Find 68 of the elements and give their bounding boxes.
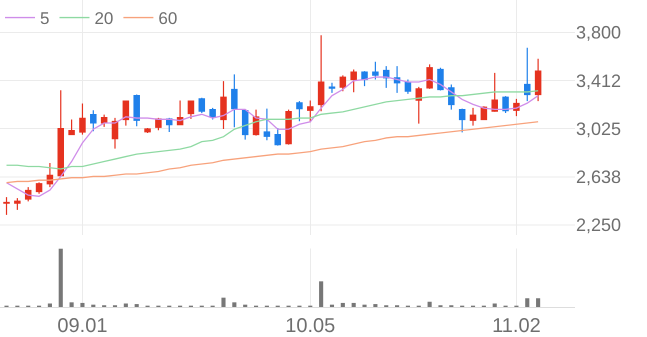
x-tick-label: 09.01: [57, 315, 108, 337]
bar: [70, 302, 74, 307]
bar: [319, 281, 324, 307]
candlestick: [534, 58, 542, 102]
bar: [492, 304, 497, 307]
candlestick: [220, 80, 227, 130]
line-series: [6, 76, 539, 197]
x-tick-label: 10.05: [285, 315, 336, 337]
bar: [221, 298, 226, 307]
candlestick: [296, 100, 303, 122]
line-series: [6, 90, 539, 170]
bar: [428, 302, 432, 307]
candlestick: [437, 67, 444, 92]
candlestick: [372, 61, 379, 80]
candlestick: [264, 108, 270, 141]
candlestick: [90, 110, 97, 132]
candlestick: [79, 102, 86, 136]
candlestick: [340, 74, 346, 92]
candlestick: [404, 78, 412, 94]
bar: [352, 302, 356, 307]
y-tick-label: 2,250: [576, 215, 622, 236]
y-tick-label: 3,412: [576, 70, 622, 91]
candlestick: [58, 90, 64, 178]
candlestick: [285, 109, 292, 146]
bar: [58, 248, 63, 307]
candlestick: [36, 182, 42, 194]
candlestick: [122, 100, 130, 126]
candlestick: [112, 117, 118, 150]
candlestick: [46, 162, 54, 188]
candlestick: [242, 109, 248, 140]
bar: [340, 302, 345, 307]
legend-label: 20: [94, 9, 114, 28]
candlestick: [382, 66, 390, 88]
legend-label: 60: [158, 9, 178, 28]
bar: [232, 302, 236, 307]
candlestick: [491, 72, 498, 112]
candlestick: [318, 34, 324, 112]
bar: [525, 298, 530, 307]
candlestick: [3, 196, 10, 216]
candlestick: [274, 127, 281, 146]
bar: [373, 304, 378, 307]
bar: [48, 304, 52, 307]
candlestick: [144, 127, 151, 134]
candlestick: [524, 47, 531, 102]
x-tick-label: 11.02: [492, 315, 541, 337]
line-series: [6, 121, 539, 184]
candlestick: [14, 197, 21, 210]
candlestick: [458, 108, 466, 133]
bar: [80, 302, 85, 307]
candlestick: [231, 74, 238, 128]
candlestick: [68, 118, 75, 136]
y-tick-label: 3,800: [576, 22, 622, 43]
bar: [134, 304, 139, 307]
y-tick-label: 2,638: [576, 167, 622, 188]
bar: [124, 304, 128, 307]
candlestick: [328, 82, 336, 94]
candlestick: [416, 86, 422, 124]
candlestick: [350, 68, 357, 93]
candlestick: [198, 97, 206, 114]
candlestick: [470, 107, 476, 126]
candlestick: [133, 94, 140, 127]
candlestick: [307, 100, 314, 123]
candlestick: [188, 100, 194, 120]
y-tick-label: 3,025: [576, 118, 622, 139]
candlestick: [426, 64, 433, 90]
legend-label: 5: [40, 9, 50, 28]
bar: [536, 298, 540, 307]
candlestick: [100, 114, 108, 128]
